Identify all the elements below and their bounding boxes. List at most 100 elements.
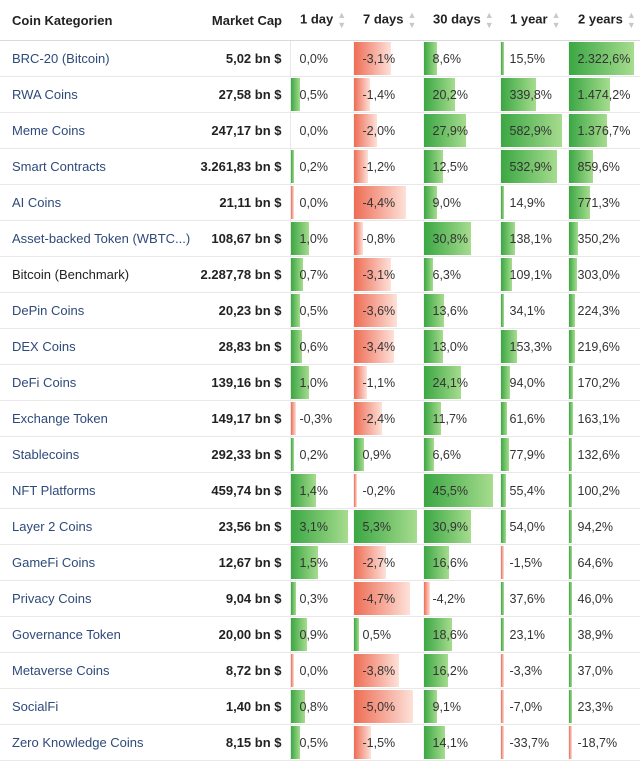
category-name[interactable]: Exchange Token: [0, 400, 190, 437]
market-cap-value: 2.287,78 bn $: [190, 256, 291, 293]
change-bar: [354, 366, 367, 399]
change-cell-y1: -1,5%: [499, 544, 568, 581]
table-row[interactable]: Zero Knowledge Coins 8,15 bn $ 0,5% -1,5% 14…: [0, 724, 640, 761]
change-cell-d7: -2,7%: [352, 544, 423, 581]
category-name[interactable]: Metaverse Coins: [0, 652, 190, 689]
category-name[interactable]: Asset-backed Token (WBTC...): [0, 220, 190, 257]
market-cap-value: 5,02 bn $: [190, 40, 291, 77]
category-name[interactable]: Layer 2 Coins: [0, 508, 190, 545]
market-cap-value: 139,16 bn $: [190, 364, 291, 401]
change-bar: [501, 366, 511, 399]
category-name[interactable]: RWA Coins: [0, 76, 190, 113]
table-row[interactable]: DEX Coins 28,83 bn $ 0,6% -3,4% 13,0% 153,3% 2…: [0, 328, 640, 365]
table-row[interactable]: DePin Coins 20,23 bn $ 0,5% -3,6% 13,6% 34,1%…: [0, 292, 640, 329]
change-value: -2,4%: [362, 412, 396, 426]
change-cell-d30: 8,6%: [422, 40, 500, 77]
change-bar: [291, 150, 295, 183]
header-2-years[interactable]: 2 years ▲ ▼: [568, 0, 640, 41]
category-name[interactable]: Governance Token: [0, 616, 190, 653]
change-bar: [569, 510, 573, 543]
change-cell-d1: 0,8%: [289, 688, 353, 725]
header-category[interactable]: Coin Kategorien: [0, 0, 190, 41]
category-name[interactable]: Zero Knowledge Coins: [0, 724, 190, 761]
change-bar: [569, 690, 573, 723]
category-name[interactable]: GameFi Coins: [0, 544, 190, 581]
table-row[interactable]: SocialFi 1,40 bn $ 0,8% -5,0% 9,1% -7,0% 23,3%: [0, 688, 640, 725]
market-cap-value: 28,83 bn $: [190, 328, 291, 365]
change-cell-d7: -3,1%: [352, 40, 423, 77]
sort-updown-icon[interactable]: ▲ ▼: [407, 10, 417, 30]
change-cell-y2: 859,6%: [567, 148, 640, 185]
change-cell-d7: -1,5%: [352, 724, 423, 761]
change-bar: [501, 582, 505, 615]
sort-updown-icon[interactable]: ▲ ▼: [626, 10, 636, 30]
table-row[interactable]: GameFi Coins 12,67 bn $ 1,5% -2,7% 16,6% -1,5…: [0, 544, 640, 581]
change-bar: [569, 150, 593, 183]
table-row[interactable]: NFT Platforms 459,74 bn $ 1,4% -0,2% 45,5% 55…: [0, 472, 640, 509]
table-row[interactable]: DeFi Coins 139,16 bn $ 1,0% -1,1% 24,1% 94,0%…: [0, 364, 640, 401]
change-bar: [569, 474, 573, 507]
change-cell-y2: 132,6%: [567, 436, 640, 473]
header-30-days[interactable]: 30 days ▲ ▼: [423, 0, 500, 41]
table-row[interactable]: Bitcoin (Benchmark) 2.287,78 bn $ 0,7% -3,1…: [0, 256, 640, 293]
header-30-days-label: 30 days: [433, 11, 481, 27]
change-value: 27,9%: [432, 124, 468, 138]
change-value: 0,0%: [299, 196, 329, 210]
category-name[interactable]: DeFi Coins: [0, 364, 190, 401]
table-row[interactable]: Privacy Coins 9,04 bn $ 0,3% -4,7% -4,2% 37,6…: [0, 580, 640, 617]
category-name[interactable]: SocialFi: [0, 688, 190, 725]
header-market-cap[interactable]: Market Cap: [190, 0, 290, 41]
change-cell-d1: 1,4%: [289, 472, 353, 509]
change-value: -1,1%: [362, 376, 396, 390]
category-name[interactable]: DePin Coins: [0, 292, 190, 329]
category-name[interactable]: Stablecoins: [0, 436, 190, 473]
change-bar: [291, 402, 297, 435]
change-cell-y1: 582,9%: [499, 112, 568, 149]
change-bar: [424, 510, 471, 543]
change-cell-y2: 350,2%: [567, 220, 640, 257]
table-row[interactable]: Meme Coins 247,17 bn $ 0,0% -2,0% 27,9% 582,9…: [0, 112, 640, 149]
change-bar: [291, 222, 309, 255]
change-value: 1,4%: [299, 484, 329, 498]
change-bar: [424, 294, 445, 327]
change-value: 0,5%: [299, 736, 329, 750]
change-bar: [354, 42, 391, 75]
change-cell-y1: 14,9%: [499, 184, 568, 221]
change-cell-y2: 100,2%: [567, 472, 640, 509]
table-row[interactable]: Layer 2 Coins 23,56 bn $ 3,1% 5,3% 30,9% 54,0…: [0, 508, 640, 545]
change-cell-y1: 55,4%: [499, 472, 568, 509]
table-row[interactable]: Stablecoins 292,33 bn $ 0,2% 0,9% 6,6% 77,9% 1…: [0, 436, 640, 473]
category-name[interactable]: Meme Coins: [0, 112, 190, 149]
table-row[interactable]: Governance Token 20,00 bn $ 0,9% 0,5% 18,6% 2…: [0, 616, 640, 653]
table-row[interactable]: RWA Coins 27,58 bn $ 0,5% -1,4% 20,2% 339,8% 1…: [0, 76, 640, 113]
change-cell-d7: -0,8%: [352, 220, 423, 257]
change-cell-d1: 0,5%: [289, 724, 353, 761]
sort-updown-icon[interactable]: ▲ ▼: [484, 10, 494, 30]
sort-updown-icon[interactable]: ▲ ▼: [337, 10, 347, 30]
header-7-days[interactable]: 7 days ▲ ▼: [353, 0, 423, 41]
table-row[interactable]: Exchange Token 149,17 bn $ -0,3% -2,4% 11,7%…: [0, 400, 640, 437]
change-bar: [569, 582, 573, 615]
change-value: 14,9%: [509, 196, 545, 210]
change-value: 30,8%: [432, 232, 468, 246]
change-bar: [291, 690, 306, 723]
table-row[interactable]: Metaverse Coins 8,72 bn $ 0,0% -3,8% 16,2% -3…: [0, 652, 640, 689]
header-1-year[interactable]: 1 year ▲ ▼: [500, 0, 568, 41]
change-cell-y1: 94,0%: [499, 364, 568, 401]
table-row[interactable]: BRC-20 (Bitcoin) 5,02 bn $ 0,0% -3,1% 8,6% 15…: [0, 40, 640, 77]
change-value: -1,5%: [509, 556, 543, 570]
category-name[interactable]: Smart Contracts: [0, 148, 190, 185]
sort-updown-icon[interactable]: ▲ ▼: [551, 10, 561, 30]
category-name[interactable]: NFT Platforms: [0, 472, 190, 509]
table-row[interactable]: Asset-backed Token (WBTC...) 108,67 bn $ 1…: [0, 220, 640, 257]
header-1-day[interactable]: 1 day ▲ ▼: [290, 0, 353, 41]
change-cell-d7: -2,0%: [352, 112, 423, 149]
table-row[interactable]: AI Coins 21,11 bn $ 0,0% -4,4% 9,0% 14,9% 771,…: [0, 184, 640, 221]
category-name[interactable]: DEX Coins: [0, 328, 190, 365]
change-bar: [569, 114, 608, 147]
category-name[interactable]: Privacy Coins: [0, 580, 190, 617]
category-name[interactable]: AI Coins: [0, 184, 190, 221]
category-name[interactable]: BRC-20 (Bitcoin): [0, 40, 190, 77]
table-row[interactable]: Smart Contracts 3.261,83 bn $ 0,2% -1,2% 12,…: [0, 148, 640, 185]
change-cell-y2: 1.376,7%: [567, 112, 640, 149]
